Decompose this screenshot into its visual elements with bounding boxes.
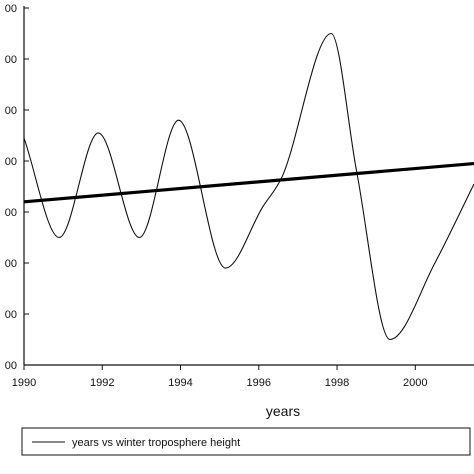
x-ticks: 1990 1992 1994 1996 1998 2000: [12, 365, 428, 389]
x-axis-label: years: [266, 403, 300, 419]
trend-line: [23, 161, 474, 204]
x-tick-label: 1992: [90, 377, 114, 389]
y-tick-label: 00: [5, 309, 17, 321]
y-tick-label: 00: [5, 258, 17, 270]
y-tick-label: 00: [5, 207, 17, 219]
legend-entry: years vs winter troposphere height: [72, 437, 240, 449]
legend: years vs winter troposphere height: [21, 427, 471, 456]
x-tick-label: 1998: [325, 377, 349, 389]
y-ticks: 00 00 00 00 00 00 00 00: [5, 3, 29, 372]
y-tick-label: 00: [5, 360, 17, 372]
y-tick-label: 00: [5, 156, 17, 168]
x-tick-label: 1994: [168, 377, 192, 389]
x-tick-label: 1990: [12, 377, 36, 389]
x-tick-label: 1996: [247, 377, 271, 389]
y-tick-label: 00: [5, 54, 17, 66]
legend-box: [21, 427, 471, 456]
x-tick-label: 2000: [403, 377, 427, 389]
plot-area: 00 00 00 00 00 00 00 00 1990 1992 1994 1996 1998 200…: [5, 3, 474, 389]
y-tick-label: 00: [5, 105, 17, 117]
series-layer: [23, 32, 474, 341]
y-tick-label: 00: [5, 3, 17, 15]
series-line-troposphere-height: [23, 32, 474, 341]
